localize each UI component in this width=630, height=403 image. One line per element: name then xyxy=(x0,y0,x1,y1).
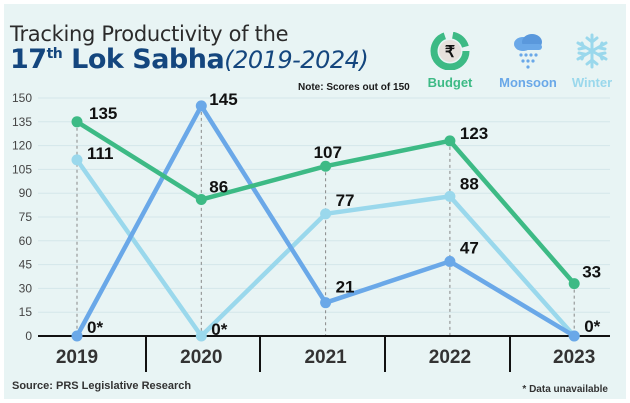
data-point-budget xyxy=(71,116,83,128)
svg-text:₹: ₹ xyxy=(445,44,455,61)
data-label-budget: 86 xyxy=(209,178,228,197)
data-point-winter xyxy=(320,208,332,220)
data-label-budget: 107 xyxy=(314,143,342,162)
title-years: (2019-2024) xyxy=(224,46,369,74)
legend-item-budget: ₹ Budget xyxy=(422,31,478,90)
scores-note: Note: Scores out of 150 xyxy=(298,82,410,93)
legend-item-winter: Winter xyxy=(564,32,620,90)
legend-item-monsoon: Monsoon xyxy=(492,32,564,90)
y-tick-label: 45 xyxy=(19,258,33,272)
footnote-text: * Data unavailable xyxy=(522,384,608,395)
data-label-monsoon: 145 xyxy=(209,90,237,109)
y-tick-label: 90 xyxy=(19,186,33,200)
data-point-winter xyxy=(195,330,207,342)
data-label-winter: 77 xyxy=(336,191,355,210)
data-point-budget xyxy=(444,135,456,147)
data-point-monsoon xyxy=(568,330,580,342)
legend-label-winter: Winter xyxy=(571,75,613,90)
snowflake-icon xyxy=(576,33,608,69)
data-label-budget: 135 xyxy=(89,104,117,123)
data-label-monsoon: 0* xyxy=(87,318,103,337)
data-label-winter: 0* xyxy=(584,317,600,336)
data-label-budget: 33 xyxy=(582,263,601,282)
x-tick-label: 2022 xyxy=(429,347,471,368)
legend-label-budget: Budget xyxy=(427,75,473,90)
title-line-1: Tracking Productivity of the xyxy=(10,22,289,46)
data-point-monsoon xyxy=(71,330,83,342)
x-tick-label: 2023 xyxy=(553,347,595,368)
y-tick-label: 15 xyxy=(19,305,33,319)
legend-label-monsoon: Monsoon xyxy=(499,75,557,90)
x-tick-label: 2020 xyxy=(180,347,222,368)
data-point-monsoon xyxy=(195,100,207,112)
y-tick-label: 135 xyxy=(12,115,32,129)
data-point-budget xyxy=(320,160,332,172)
data-point-monsoon xyxy=(320,297,332,309)
data-label-winter: 111 xyxy=(87,144,114,163)
data-point-budget xyxy=(568,278,580,290)
y-tick-label: 30 xyxy=(19,281,33,295)
y-tick-label: 60 xyxy=(19,234,33,248)
title-main: Lok Sabha xyxy=(62,44,225,75)
y-tick-label: 0 xyxy=(25,329,32,343)
data-label-winter: 0* xyxy=(211,320,227,339)
x-tick-label: 2021 xyxy=(304,347,347,368)
data-label-winter: 88 xyxy=(460,174,479,193)
data-point-monsoon xyxy=(444,255,456,267)
y-tick-label: 105 xyxy=(12,162,32,176)
data-point-winter xyxy=(71,154,83,166)
rupee-pie-icon: ₹ xyxy=(430,31,470,71)
data-label-budget: 123 xyxy=(460,124,488,143)
y-tick-label: 120 xyxy=(12,139,32,153)
source-text: Source: PRS Legislative Research xyxy=(12,380,192,392)
data-point-budget xyxy=(195,194,207,206)
x-tick-label: 2019 xyxy=(56,347,98,368)
rain-cloud-icon xyxy=(514,34,542,69)
title-superscript: th xyxy=(46,46,63,62)
y-tick-label: 75 xyxy=(19,210,33,224)
title-number: 17 xyxy=(10,44,47,75)
data-point-winter xyxy=(444,190,456,202)
data-label-monsoon: 21 xyxy=(336,278,355,297)
data-label-monsoon: 47 xyxy=(460,238,479,257)
y-tick-label: 150 xyxy=(12,91,32,105)
title-line-2: 17th Lok Sabha(2019-2024) xyxy=(10,44,369,75)
